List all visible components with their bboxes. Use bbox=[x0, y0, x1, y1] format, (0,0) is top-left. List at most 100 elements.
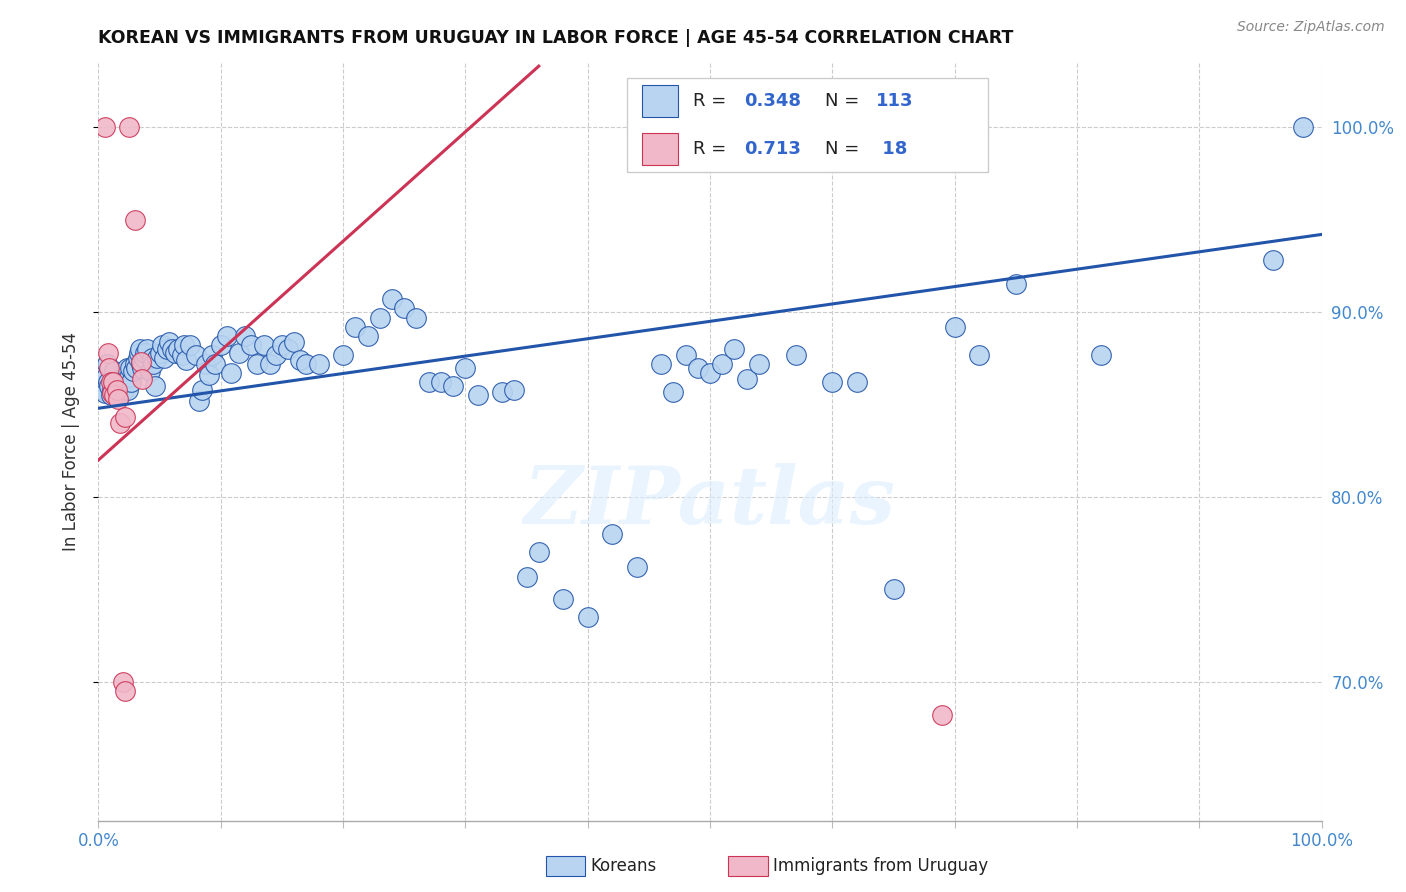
Text: Immigrants from Uruguay: Immigrants from Uruguay bbox=[773, 857, 988, 875]
Point bbox=[943, 319, 966, 334]
Point bbox=[650, 357, 672, 371]
Point bbox=[441, 379, 464, 393]
Point bbox=[100, 376, 122, 390]
Point bbox=[204, 357, 226, 371]
Point bbox=[576, 610, 599, 624]
Text: 18: 18 bbox=[876, 140, 908, 158]
Point bbox=[735, 372, 758, 386]
Text: KOREAN VS IMMIGRANTS FROM URUGUAY IN LABOR FORCE | AGE 45-54 CORRELATION CHART: KOREAN VS IMMIGRANTS FROM URUGUAY IN LAB… bbox=[98, 29, 1014, 47]
Point bbox=[153, 351, 176, 366]
Point bbox=[209, 338, 232, 352]
Point bbox=[127, 351, 149, 366]
Point bbox=[626, 560, 648, 574]
Point bbox=[344, 319, 367, 334]
Point bbox=[112, 383, 135, 397]
Point bbox=[165, 345, 187, 359]
Point bbox=[295, 357, 318, 371]
Point bbox=[118, 120, 141, 135]
Point bbox=[931, 708, 953, 723]
Point bbox=[191, 383, 214, 397]
Point bbox=[356, 329, 378, 343]
FancyBboxPatch shape bbox=[627, 78, 987, 172]
Point bbox=[141, 351, 163, 366]
Point bbox=[553, 591, 575, 606]
Point bbox=[104, 388, 127, 402]
Point bbox=[117, 383, 139, 397]
Point bbox=[160, 342, 183, 356]
Point bbox=[157, 334, 180, 349]
Point bbox=[97, 376, 120, 390]
Point bbox=[264, 348, 287, 362]
Point bbox=[129, 355, 152, 369]
Point bbox=[173, 338, 195, 352]
Point bbox=[90, 379, 112, 393]
Point bbox=[108, 376, 131, 390]
Point bbox=[111, 369, 134, 384]
Point bbox=[146, 351, 169, 366]
Point bbox=[187, 393, 209, 408]
Point bbox=[186, 348, 208, 362]
Point bbox=[125, 360, 148, 375]
Point bbox=[381, 292, 404, 306]
Point bbox=[131, 372, 153, 386]
Point bbox=[110, 388, 132, 402]
Point bbox=[96, 357, 118, 371]
Point bbox=[156, 342, 179, 356]
Point bbox=[277, 342, 299, 356]
Point bbox=[103, 364, 125, 378]
Point bbox=[98, 360, 121, 375]
Point bbox=[723, 342, 745, 356]
Point bbox=[368, 310, 391, 325]
Point bbox=[98, 379, 121, 393]
Text: N =: N = bbox=[825, 140, 865, 158]
Point bbox=[515, 569, 537, 583]
Point bbox=[418, 376, 440, 390]
Point bbox=[100, 388, 122, 402]
Point bbox=[101, 386, 124, 401]
Point bbox=[308, 357, 330, 371]
Point bbox=[252, 338, 274, 352]
Point bbox=[430, 376, 453, 390]
Point bbox=[270, 338, 294, 352]
Point bbox=[111, 379, 134, 393]
Text: 0.348: 0.348 bbox=[744, 92, 801, 110]
Point bbox=[259, 357, 281, 371]
Point bbox=[1261, 253, 1284, 268]
Point bbox=[179, 338, 201, 352]
Point bbox=[128, 345, 150, 359]
Point bbox=[176, 353, 198, 368]
Point bbox=[167, 342, 190, 356]
Point bbox=[110, 416, 132, 430]
Point bbox=[121, 364, 143, 378]
Point bbox=[711, 357, 734, 371]
Point bbox=[290, 353, 312, 368]
Point bbox=[107, 383, 129, 397]
Point bbox=[491, 384, 513, 399]
Point bbox=[219, 366, 242, 380]
Point bbox=[686, 360, 709, 375]
Point bbox=[93, 386, 115, 401]
Point bbox=[107, 392, 129, 406]
Point bbox=[197, 368, 219, 382]
Point bbox=[201, 348, 224, 362]
Point bbox=[114, 410, 136, 425]
Point bbox=[233, 329, 256, 343]
Text: ZIPatlas: ZIPatlas bbox=[524, 464, 896, 541]
Point bbox=[105, 379, 128, 393]
Point bbox=[527, 545, 550, 559]
Point bbox=[170, 348, 193, 362]
Point bbox=[111, 675, 134, 690]
Point bbox=[503, 383, 526, 397]
Text: 0.713: 0.713 bbox=[744, 140, 801, 158]
Y-axis label: In Labor Force | Age 45-54: In Labor Force | Age 45-54 bbox=[62, 332, 80, 551]
Point bbox=[967, 348, 990, 362]
Point bbox=[215, 329, 238, 343]
Point bbox=[93, 120, 115, 135]
Point bbox=[101, 383, 124, 397]
Point bbox=[149, 345, 172, 359]
Point bbox=[142, 357, 165, 371]
Text: Source: ZipAtlas.com: Source: ZipAtlas.com bbox=[1237, 20, 1385, 34]
Point bbox=[120, 376, 142, 390]
Text: N =: N = bbox=[825, 92, 865, 110]
Text: R =: R = bbox=[693, 140, 738, 158]
